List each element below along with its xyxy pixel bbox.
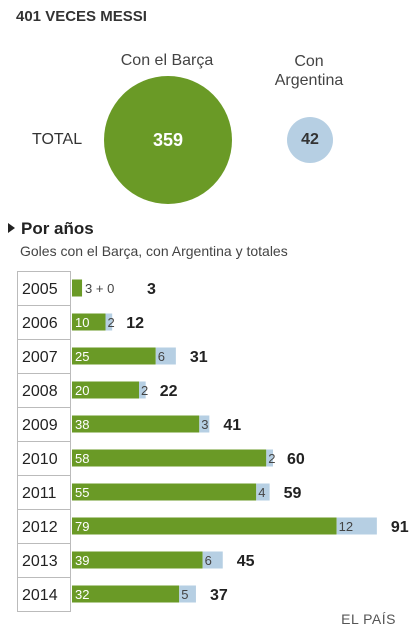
total-value-label: 31: [190, 349, 208, 366]
argentina-bar: [256, 483, 270, 501]
section-title: Por años: [8, 219, 94, 239]
argentina-bar: [199, 415, 210, 433]
argentina-label: Con Argentina: [254, 52, 364, 90]
barca-value-label: 39: [75, 553, 89, 568]
argentina-value-label: 2: [141, 383, 148, 398]
barca-bar: [72, 449, 267, 467]
year-label: 2011: [22, 485, 57, 502]
total-value-label: 3: [147, 281, 156, 298]
year-label: 2010: [22, 451, 58, 468]
argentina-value-label: 2: [108, 315, 115, 330]
barca-bar: [72, 551, 203, 569]
argentina-bar: [336, 517, 377, 535]
argentina-bar: [105, 313, 113, 331]
argentina-bar: [202, 551, 223, 569]
argentina-total-value: 42: [301, 131, 319, 148]
chart-subtitle: Goles con el Barça, con Argentina y tota…: [20, 243, 288, 259]
argentina-value-label: 2: [268, 451, 275, 466]
barca-value-label: 38: [75, 417, 89, 432]
total-value-label: 12: [126, 315, 144, 332]
argentina-value-label: 12: [339, 519, 353, 534]
argentina-bar: [139, 381, 146, 399]
barca-total-circle: 359: [104, 76, 232, 204]
barca-bar: [72, 347, 156, 365]
total-value-label: 59: [284, 485, 302, 502]
source-credit: EL PAÍS: [341, 611, 396, 627]
argentina-value-label: 6: [205, 553, 212, 568]
total-value-label: 22: [160, 383, 178, 400]
barca-bar: [72, 279, 83, 297]
triangle-bullet-icon: [8, 223, 15, 233]
total-value-label: 60: [287, 451, 305, 468]
barca-value-label: 32: [75, 587, 89, 602]
total-label: TOTAL: [32, 131, 83, 148]
barca-bar: [72, 585, 180, 603]
barca-total-value: 359: [152, 129, 184, 150]
barca-value-label: 58: [75, 451, 89, 466]
argentina-value-label: 4: [258, 485, 265, 500]
barca-value-label: 55: [75, 485, 89, 500]
argentina-label-line1: Con: [294, 53, 324, 70]
barca-bar: [72, 313, 106, 331]
barca-value-label: 20: [75, 383, 89, 398]
barca-value-label: 10: [75, 315, 89, 330]
total-value-label: 37: [210, 587, 228, 604]
argentina-value-label: 3: [201, 417, 208, 432]
total-value-label: 91: [391, 519, 409, 536]
year-label: 2008: [22, 383, 58, 400]
barca-bar: [72, 483, 257, 501]
argentina-bar: [155, 347, 176, 365]
segment-label-combined: 3 + 0: [85, 281, 114, 296]
year-label: 2005: [22, 281, 58, 298]
section-title-text: Por años: [21, 219, 94, 238]
argentina-total-circle: 42: [287, 117, 333, 163]
year-label: 2013: [22, 553, 58, 570]
barca-label: Con el Barça: [120, 52, 214, 69]
total-value-label: 41: [223, 417, 241, 434]
argentina-label-line2: Argentina: [274, 72, 344, 89]
year-label: 2014: [22, 587, 58, 604]
argentina-bar: [266, 449, 273, 467]
year-label: 2012: [22, 519, 58, 536]
argentina-bar: [179, 585, 196, 603]
chart-title: 401 VECES MESSI: [16, 8, 147, 25]
barca-value-label: 25: [75, 349, 89, 364]
year-label: 2006: [22, 315, 58, 332]
argentina-value-label: 5: [181, 587, 188, 602]
barca-bar: [72, 415, 200, 433]
argentina-value-label: 6: [158, 349, 165, 364]
total-value-label: 45: [237, 553, 255, 570]
year-label: 2009: [22, 417, 58, 434]
barca-value-label: 79: [75, 519, 89, 534]
barca-bar: [72, 517, 337, 535]
barca-bar: [72, 381, 139, 399]
year-label: 2007: [22, 349, 58, 366]
